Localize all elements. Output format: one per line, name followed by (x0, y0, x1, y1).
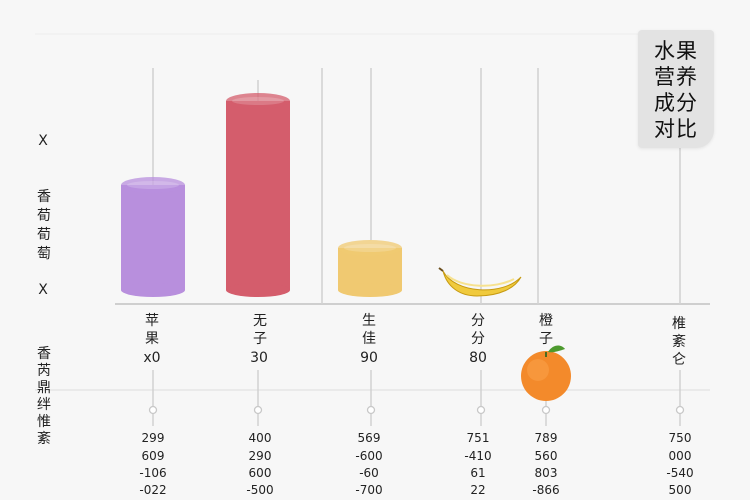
category-label: 分 分 (463, 312, 493, 348)
lower-left-char: 鼎 (37, 380, 51, 396)
table-value: 290 (248, 449, 272, 463)
left-axis-char: 萄 (37, 246, 51, 262)
connector-dot (253, 405, 263, 415)
category-value-label: ⅹ0 (143, 350, 161, 366)
left-axis-top-mark: X (38, 133, 48, 149)
chart-title-line: 营养 (654, 65, 698, 89)
table-value: 22 (470, 483, 486, 497)
table-value: 560 (534, 449, 558, 463)
chart-title-card: 水果 营养 成分 对比 (638, 30, 714, 148)
left-axis-char: 荀 (37, 208, 51, 224)
bar-top (226, 93, 290, 109)
category-value-label: 30 (250, 350, 268, 366)
connector-dot (366, 405, 376, 415)
category-label: 椎 紊 仑 (664, 315, 694, 369)
bar-base (121, 283, 185, 297)
lower-left-char: 惟 (37, 414, 51, 430)
category-label-char: 仑 (672, 352, 686, 368)
category-value-label: 90 (360, 350, 378, 366)
banana-stem (438, 267, 444, 272)
category-label-char: 生 (362, 313, 376, 329)
lower-left-char: 香 (37, 346, 51, 362)
category-label-char: 佳 (362, 331, 376, 347)
bar-top-highlight (232, 97, 284, 105)
table-value: 600 (248, 466, 272, 480)
orange-highlight (527, 359, 549, 381)
banana-mark (442, 270, 522, 297)
table-value: 000 (668, 449, 692, 463)
table-value: -106 (139, 466, 167, 480)
connector-dot (476, 405, 486, 415)
connector-dot (148, 405, 158, 415)
orange-mark (521, 351, 571, 401)
bar-top-highlight (127, 181, 179, 189)
left-axis-char: 香 (37, 189, 51, 205)
bar (226, 101, 290, 290)
table-value: -866 (532, 483, 560, 497)
category-label-char: 椎 (672, 316, 686, 332)
table-value: 299 (141, 431, 165, 445)
category-label-char: 果 (145, 331, 159, 347)
left-axis-bottom-mark: X (38, 282, 48, 298)
category-label-char: 分 (471, 313, 485, 329)
chart-title-line: 成分 (654, 91, 698, 115)
category-value-label: 80 (469, 350, 487, 366)
table-value: -410 (464, 449, 492, 463)
category-label: 生 佳 (354, 312, 384, 348)
table-value: -600 (355, 449, 383, 463)
connector-dot (541, 405, 551, 415)
category-label-char: 无 (253, 313, 267, 329)
lower-left-char: 芮 (37, 363, 51, 379)
table-value: 500 (668, 483, 692, 497)
category-label: 橙 子 (531, 312, 561, 348)
table-value: 609 (141, 449, 165, 463)
table-value: 400 (248, 431, 272, 445)
bar-top-highlight (344, 244, 396, 252)
category-label-char: 橙 (539, 313, 553, 329)
table-value: 61 (470, 466, 486, 480)
table-value: -700 (355, 483, 383, 497)
bar (121, 185, 185, 290)
chart-title-line: 水果 (654, 39, 698, 63)
table-value: 789 (534, 431, 558, 445)
category-label-char: 苹 (145, 313, 159, 329)
lower-left-text: 香 芮 鼎 绊 惟 紊 (35, 346, 53, 448)
table-value: -022 (139, 483, 167, 497)
left-axis-text: 香 荀 荀 萄 (35, 188, 53, 264)
bar-top (338, 240, 402, 256)
table-value: 569 (357, 431, 381, 445)
banana-highlight (446, 274, 515, 287)
category-label-char: 紊 (672, 334, 686, 350)
category-label-char: 子 (253, 331, 267, 347)
chart-title-line: 对比 (654, 117, 698, 141)
lower-left-char: 紊 (37, 431, 51, 447)
left-axis-char: 荀 (37, 227, 51, 243)
bar-base (226, 283, 290, 297)
category-label: 苹 果 (137, 312, 167, 348)
table-value: 751 (466, 431, 490, 445)
table-value: -60 (359, 466, 379, 480)
bar-base (338, 283, 402, 297)
category-label-char: 分 (471, 331, 485, 347)
table-value: -540 (666, 466, 694, 480)
bar-top (121, 177, 185, 193)
table-value: -500 (246, 483, 274, 497)
category-label-char: 子 (539, 331, 553, 347)
orange-leaf (548, 345, 565, 353)
lower-left-char: 绊 (37, 397, 51, 413)
table-value: 803 (534, 466, 558, 480)
connector-dot (675, 405, 685, 415)
table-value: 750 (668, 431, 692, 445)
category-label: 无 子 (245, 312, 275, 348)
